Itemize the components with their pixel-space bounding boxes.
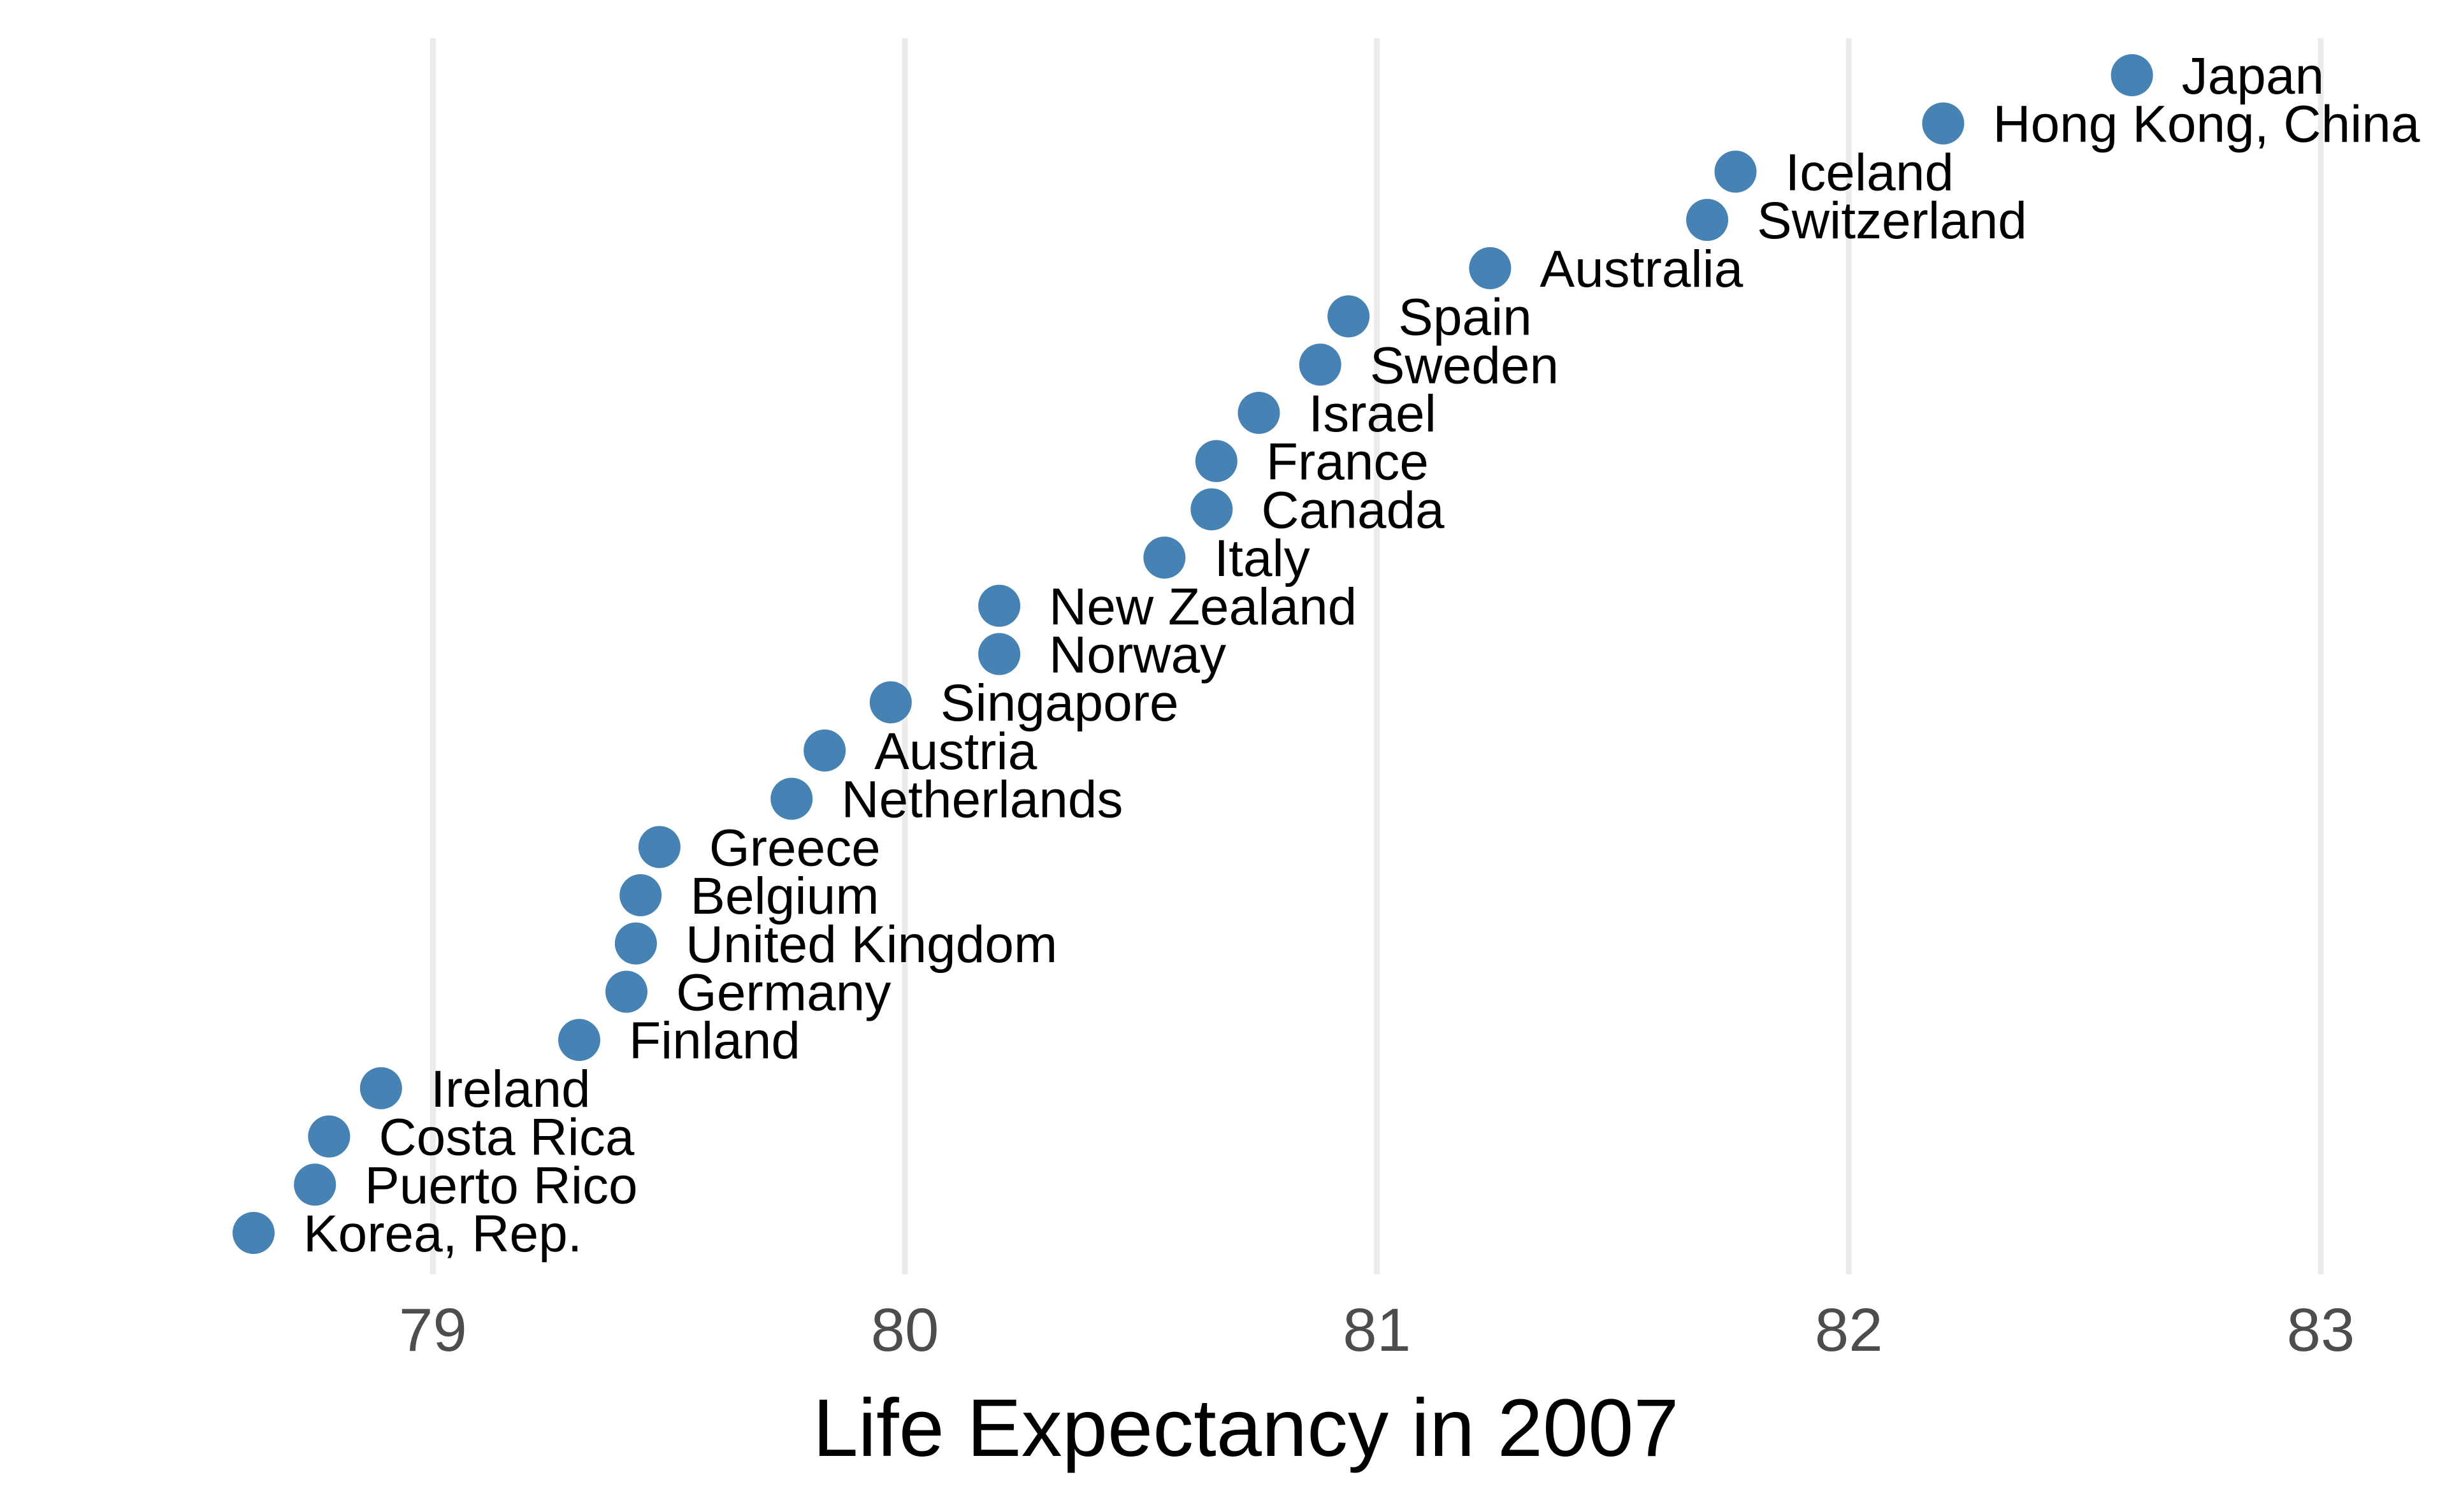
point-label: Korea, Rep.	[303, 1205, 582, 1263]
data-point	[978, 633, 1021, 675]
data-point	[605, 970, 648, 1013]
data-point	[1238, 391, 1280, 434]
point-label: Switzerland	[1757, 192, 2027, 250]
data-point	[308, 1115, 350, 1158]
x-tick-label-81: 81	[1343, 1296, 1411, 1364]
point-label: Costa Rica	[379, 1109, 634, 1167]
point-label: Iceland	[1786, 143, 1954, 201]
point-label: Canada	[1261, 481, 1445, 539]
point-label: Sweden	[1370, 336, 1559, 394]
point-label: Italy	[1214, 529, 1310, 587]
data-point	[1195, 440, 1238, 482]
data-points	[232, 54, 2153, 1254]
point-label: Finland	[629, 1012, 800, 1070]
point-label: Japan	[2182, 47, 2324, 105]
point-label: Israel	[1308, 385, 1436, 443]
point-label: Greece	[709, 819, 881, 877]
data-point	[1143, 536, 1186, 579]
x-tick-label-80: 80	[871, 1296, 939, 1364]
grid-lines	[429, 38, 2324, 1274]
point-label: United Kingdom	[686, 916, 1057, 974]
point-label: Belgium	[690, 867, 879, 925]
data-point	[1714, 150, 1757, 193]
data-point	[1299, 343, 1341, 386]
point-label: France	[1266, 433, 1429, 491]
point-label: Spain	[1398, 289, 1532, 347]
x-tick-label-82: 82	[1815, 1296, 1883, 1364]
x-tick-label-79: 79	[399, 1296, 467, 1364]
data-point	[1686, 199, 1729, 241]
point-label: Norway	[1049, 626, 1226, 684]
data-point	[2111, 54, 2153, 96]
point-label: Hong Kong, China	[1993, 96, 2420, 154]
data-point	[614, 922, 657, 965]
data-point	[294, 1163, 336, 1206]
point-label: Australia	[1540, 240, 1743, 298]
point-label: Ireland	[431, 1060, 591, 1118]
data-point	[1190, 488, 1233, 531]
data-point	[1469, 247, 1512, 289]
data-point	[770, 777, 813, 820]
data-point	[1922, 102, 1965, 145]
data-point	[232, 1212, 275, 1254]
data-point	[1327, 295, 1370, 338]
data-point	[638, 826, 681, 868]
data-point	[359, 1067, 402, 1109]
data-point	[558, 1019, 600, 1062]
point-label: Netherlands	[841, 771, 1123, 829]
x-tick-label-83: 83	[2286, 1296, 2355, 1364]
data-point	[619, 874, 662, 917]
data-point	[978, 584, 1021, 627]
point-label: Singapore	[941, 674, 1179, 732]
point-label: Austria	[874, 723, 1037, 781]
point-label: Germany	[676, 963, 891, 1021]
x-axis-title: Life Expectancy in 2007	[812, 1383, 1678, 1474]
data-point	[869, 681, 912, 724]
point-label: New Zealand	[1049, 578, 1357, 636]
point-label: Puerto Rico	[365, 1156, 637, 1214]
data-point	[804, 729, 846, 772]
x-axis-ticks: 79 80 81 82 83	[399, 1296, 2355, 1364]
